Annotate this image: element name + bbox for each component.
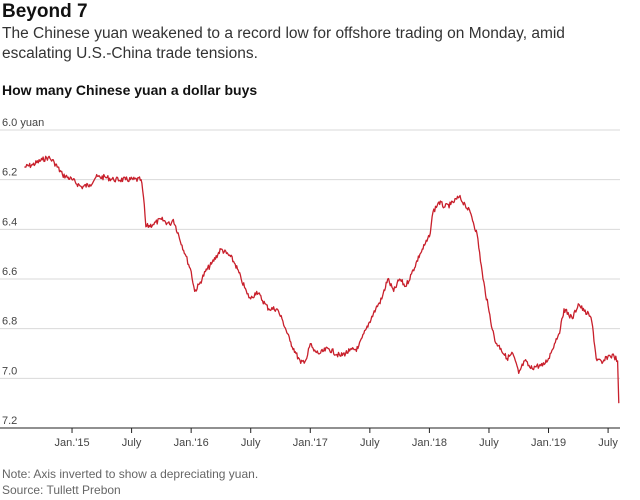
- y-tick-label: 6.0 yuan: [2, 117, 44, 129]
- y-tick-label: 6.6: [2, 266, 17, 278]
- series-line: [24, 155, 620, 404]
- x-axis: Jan.'15 July Jan.'16 July Jan.'17 July Jan.'18…: [0, 427, 620, 449]
- y-tick-label: 7.2: [2, 415, 17, 427]
- series-layer: [24, 155, 620, 404]
- y-tick-label: 6.8: [2, 316, 17, 328]
- x-tick-label: July: [122, 437, 142, 449]
- x-tick-label: Jan.'17: [293, 437, 328, 449]
- y-tick-label: 6.4: [2, 216, 17, 228]
- grid-layer: 6.0 yuan 6.2 6.4 6.6 6.8 7.0 7.2: [0, 117, 620, 429]
- chart-note: Note: Axis inverted to show a depreciati…: [2, 467, 259, 481]
- x-tick-label: Jan.'18: [412, 437, 447, 449]
- y-tick-label: 6.2: [2, 167, 17, 179]
- chart-title: How many Chinese yuan a dollar buys: [2, 82, 258, 98]
- x-tick-label: Jan.'19: [531, 437, 566, 449]
- x-tick-label: Jan.'16: [174, 437, 209, 449]
- x-tick-label: July: [241, 437, 261, 449]
- chart-source: Source: Tullett Prebon: [2, 483, 121, 497]
- x-tick-label: July: [479, 437, 499, 449]
- x-tick-label: July: [598, 437, 618, 449]
- y-tick-label: 7.0: [2, 365, 17, 377]
- x-tick-label: Jan.'15: [54, 437, 89, 449]
- x-tick-label: July: [360, 437, 380, 449]
- headline: Beyond 7: [2, 1, 88, 22]
- dek: The Chinese yuan weakened to a record lo…: [2, 25, 565, 62]
